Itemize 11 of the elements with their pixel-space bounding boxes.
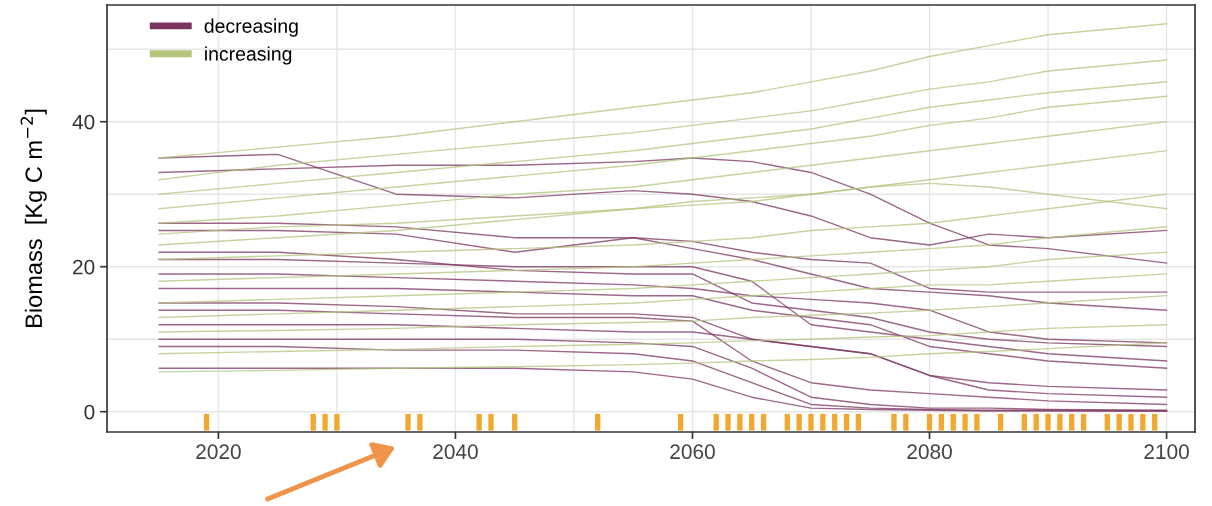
y-tick-label: 40 <box>72 114 95 130</box>
x-tick-label: 2020 <box>196 444 241 460</box>
x-tick-label: 2060 <box>670 444 715 460</box>
y-tick-label: 20 <box>73 259 95 275</box>
y-tick-label: 0 <box>84 404 95 420</box>
x-tick-label: 2040 <box>433 444 478 460</box>
x-tick-label: 2080 <box>907 444 952 460</box>
x-tick-label: 2100 <box>1144 444 1189 460</box>
legend-label: increasing <box>205 46 292 65</box>
y-axis-title: Biomass [Kg C m$^{−2}$] <box>20 109 47 327</box>
legend-label: decreasing <box>204 18 298 37</box>
